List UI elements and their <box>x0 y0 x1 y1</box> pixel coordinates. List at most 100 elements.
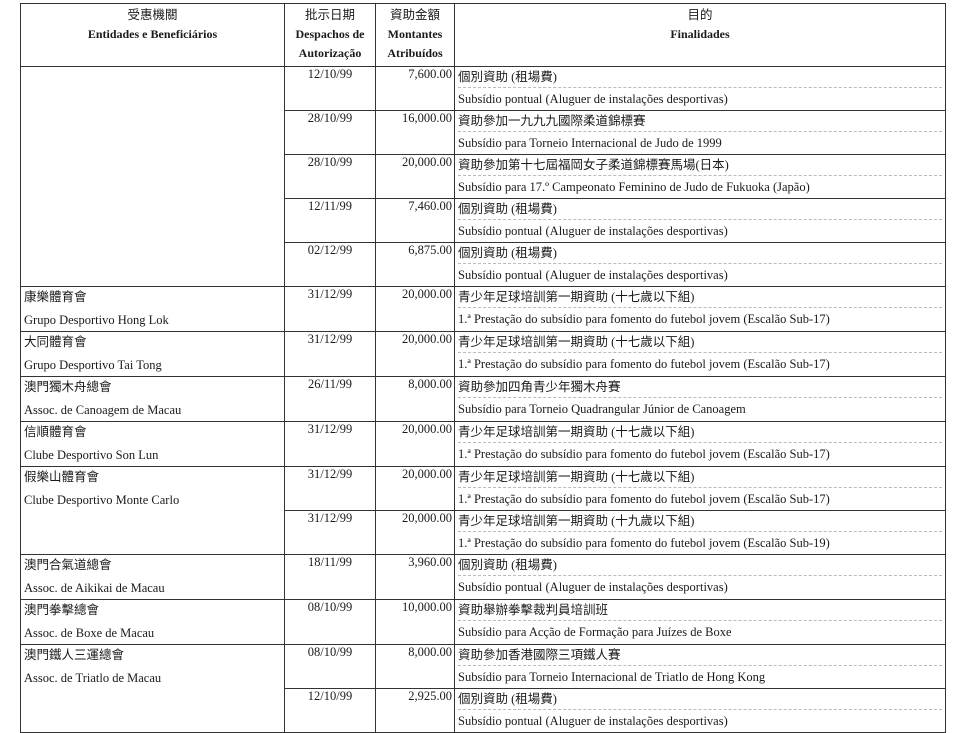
header-purpose-zh: 目的 <box>687 8 713 22</box>
entity-name-zh: 澳門拳擊總會 <box>24 603 100 617</box>
purpose-pt: Subsídio pontual (Aluguer de instalações… <box>458 263 942 286</box>
amount-cell: 2,925.00 <box>375 688 455 733</box>
amount-cell: 20,000.00 <box>375 286 455 332</box>
table-row: 12/10/99 7,600.00 個別資助 (租場費) Subsídio pontu… <box>20 66 946 287</box>
header-date: 批示日期 Despachos de Autorização <box>284 3 376 67</box>
entity-cell: 信順體育會 Clube Desportivo Son Lun <box>20 421 285 467</box>
header-entity-pt: Entidades e Beneficiários <box>87 27 218 41</box>
date-cell: 31/12/99 <box>284 286 376 332</box>
entity-cell <box>20 66 285 287</box>
header-amount: 資助金額 Montantes Atribuídos <box>375 3 455 67</box>
subsidy-table: 受惠機關 Entidades e Beneficiários 批示日期 Despac… <box>20 3 946 733</box>
table-row: 02/12/99 6,875.00 個別資助 (租場費) Subsídio pontu… <box>21 242 946 287</box>
amount-cell: 7,600.00 <box>375 66 455 111</box>
amount-cell: 20,000.00 <box>375 154 455 199</box>
date-cell: 31/12/99 <box>284 331 376 377</box>
date-cell: 12/10/99 <box>284 66 376 111</box>
purpose-cell: 青少年足球培訓第一期資助 (十七歲以下組) 1.ª Prestação do su… <box>454 331 946 377</box>
header-amount-pt: Montantes Atribuídos <box>387 27 443 60</box>
purpose-pt: Subsídio pontual (Aluguer de instalações… <box>458 87 942 110</box>
header-entity: 受惠機關 Entidades e Beneficiários <box>20 3 285 67</box>
date-cell: 02/12/99 <box>284 242 376 287</box>
purpose-zh: 青少年足球培訓第一期資助 (十七歲以下組) <box>458 290 695 304</box>
entity-name-pt: Clube Desportivo Son Lun <box>24 448 159 462</box>
table-row: 28/10/99 20,000.00 資助參加第十七屆福岡女子柔道錦標賽馬場(日本)… <box>21 154 946 199</box>
purpose-cell: 青少年足球培訓第一期資助 (十七歲以下組) 1.ª Prestação do su… <box>454 466 946 511</box>
purpose-pt: Subsídio pontual (Aluguer de instalações… <box>458 709 942 732</box>
purpose-cell: 資助參加第十七屆福岡女子柔道錦標賽馬場(日本) Subsídio para 17.… <box>454 154 946 199</box>
entity-name-zh: 大同體育會 <box>24 335 87 349</box>
purpose-cell: 青少年足球培訓第一期資助 (十七歲以下組) 1.ª Prestação do su… <box>454 286 946 332</box>
purpose-cell: 個別資助 (租場費) Subsídio pontual (Aluguer de i… <box>454 198 946 243</box>
table-row: 31/12/99 20,000.00 青少年足球培訓第一期資助 (十九歲以下組) 1.… <box>21 510 946 555</box>
amount-cell: 20,000.00 <box>375 331 455 377</box>
entity-name-zh: 澳門獨木舟總會 <box>24 380 112 394</box>
entity-name-zh: 澳門合氣道總會 <box>24 558 112 572</box>
entity-cell: 大同體育會 Grupo Desportivo Tai Tong <box>20 331 285 377</box>
entity-name-zh: 假樂山體育會 <box>24 470 100 484</box>
table-row: 澳門鐵人三運總會 Assoc. de Triatlo de Macau 08/10/… <box>20 644 946 733</box>
date-cell: 31/12/99 <box>284 466 376 511</box>
entity-name-zh: 信順體育會 <box>24 425 87 439</box>
entity-name-zh: 澳門鐵人三運總會 <box>24 648 125 662</box>
table-row: 信順體育會 Clube Desportivo Son Lun 31/12/99 20,… <box>20 421 946 467</box>
date-cell: 28/10/99 <box>284 154 376 199</box>
amount-cell: 20,000.00 <box>375 510 455 555</box>
purpose-cell: 資助舉辦拳擊裁判員培訓班 Subsídio para Acção de Forma… <box>454 599 946 645</box>
purpose-pt: Subsídio para Torneio Internacional de J… <box>458 131 942 154</box>
entity-cell: 澳門獨木舟總會 Assoc. de Canoagem de Macau <box>20 376 285 422</box>
purpose-zh: 個別資助 (租場費) <box>458 558 557 572</box>
entity-name-pt: Assoc. de Boxe de Macau <box>24 626 155 640</box>
purpose-cell: 青少年足球培訓第一期資助 (十七歲以下組) 1.ª Prestação do su… <box>454 421 946 467</box>
table-row: 12/11/99 7,460.00 個別資助 (租場費) Subsídio pontu… <box>21 198 946 243</box>
purpose-zh: 個別資助 (租場費) <box>458 202 557 216</box>
purpose-pt: Subsídio para Torneio Internacional de T… <box>458 665 942 688</box>
purpose-zh: 資助參加第十七屆福岡女子柔道錦標賽馬場(日本) <box>458 158 729 172</box>
purpose-cell: 個別資助 (租場費) Subsídio pontual (Aluguer de i… <box>454 242 946 287</box>
amount-cell: 6,875.00 <box>375 242 455 287</box>
purpose-zh: 青少年足球培訓第一期資助 (十七歲以下組) <box>458 335 695 349</box>
entity-name-pt: Assoc. de Aikikai de Macau <box>24 581 165 595</box>
purpose-cell: 資助參加四角青少年獨木舟賽 Subsídio para Torneio Quadr… <box>454 376 946 422</box>
date-cell: 31/12/99 <box>284 510 376 555</box>
entity-cell: 澳門拳擊總會 Assoc. de Boxe de Macau <box>20 599 285 645</box>
header-entity-zh: 受惠機關 <box>127 8 178 22</box>
table-row: 澳門獨木舟總會 Assoc. de Canoagem de Macau 26/11/… <box>20 376 946 422</box>
purpose-zh: 個別資助 (租場費) <box>458 246 557 260</box>
header-amount-zh: 資助金額 <box>389 8 440 22</box>
amount-cell: 7,460.00 <box>375 198 455 243</box>
table-row: 假樂山體育會 Clube Desportivo Monte Carlo 31/12/… <box>20 466 946 555</box>
purpose-zh: 個別資助 (租場費) <box>458 70 557 84</box>
entity-name-pt: Assoc. de Canoagem de Macau <box>24 403 182 417</box>
purpose-cell: 資助參加一九九九國際柔道錦標賽 Subsídio para Torneio Int… <box>454 110 946 155</box>
purpose-pt: Subsídio para 17.º Campeonato Feminino d… <box>458 175 942 198</box>
header-purpose-pt: Finalidades <box>670 27 730 41</box>
purpose-pt: Subsídio para Torneio Quadrangular Júnio… <box>458 397 942 420</box>
table-row: 大同體育會 Grupo Desportivo Tai Tong 31/12/99 20… <box>20 331 946 377</box>
purpose-pt: 1.ª Prestação do subsídio para fomento d… <box>458 487 942 510</box>
entity-name-pt: Clube Desportivo Monte Carlo <box>24 493 180 507</box>
purpose-zh: 青少年足球培訓第一期資助 (十七歲以下組) <box>458 470 695 484</box>
amount-cell: 8,000.00 <box>375 376 455 422</box>
purpose-pt: Subsídio para Acção de Formação para Juí… <box>458 620 942 643</box>
entity-cell: 澳門鐵人三運總會 Assoc. de Triatlo de Macau <box>20 644 285 733</box>
purpose-zh: 青少年足球培訓第一期資助 (十七歲以下組) <box>458 425 695 439</box>
date-cell: 08/10/99 <box>284 599 376 645</box>
amount-cell: 16,000.00 <box>375 110 455 155</box>
purpose-pt: Subsídio pontual (Aluguer de instalações… <box>458 575 942 598</box>
table-row: 28/10/99 16,000.00 資助參加一九九九國際柔道錦標賽 Subsídio… <box>21 110 946 155</box>
table-header-row: 受惠機關 Entidades e Beneficiários 批示日期 Despac… <box>20 3 946 67</box>
amount-cell: 8,000.00 <box>375 644 455 689</box>
purpose-pt: 1.ª Prestação do subsídio para fomento d… <box>458 352 942 375</box>
purpose-pt: 1.ª Prestação do subsídio para fomento d… <box>458 307 942 330</box>
date-cell: 12/11/99 <box>284 198 376 243</box>
purpose-cell: 資助參加香港國際三項鐵人賽 Subsídio para Torneio Inter… <box>454 644 946 689</box>
purpose-cell: 個別資助 (租場費) Subsídio pontual (Aluguer de i… <box>454 66 946 111</box>
purpose-zh: 青少年足球培訓第一期資助 (十九歲以下組) <box>458 514 695 528</box>
purpose-zh: 資助參加一九九九國際柔道錦標賽 <box>458 114 646 128</box>
entity-name-pt: Grupo Desportivo Tai Tong <box>24 358 162 372</box>
date-cell: 12/10/99 <box>284 688 376 733</box>
date-cell: 26/11/99 <box>284 376 376 422</box>
entity-cell: 康樂體育會 Grupo Desportivo Hong Lok <box>20 286 285 332</box>
header-date-pt: Despachos de Autorização <box>295 27 365 60</box>
